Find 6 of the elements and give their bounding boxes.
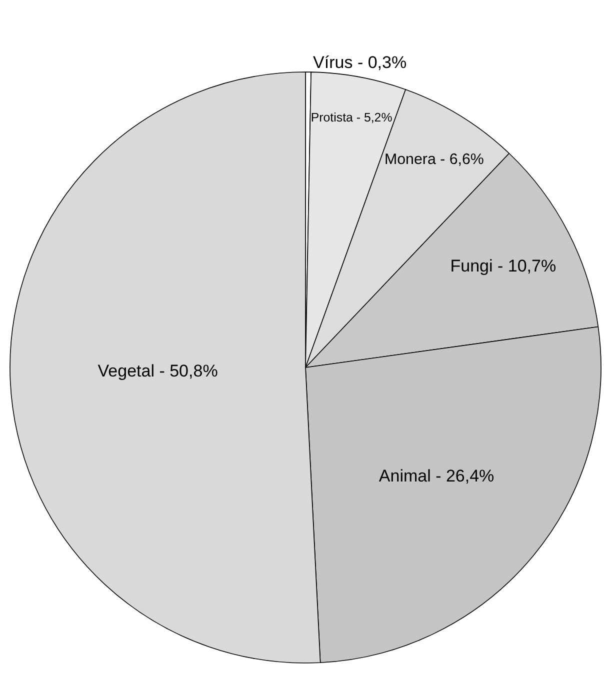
slice-label: Vírus - 0,3% [313, 53, 407, 72]
slice-label: Animal - 26,4% [378, 466, 494, 486]
slice-label: Monera - 6,6% [384, 150, 484, 168]
slice-label: Protista - 5,2% [310, 110, 392, 125]
slice-label: Fungi - 10,7% [450, 256, 556, 276]
slice-label: Vegetal - 50,8% [98, 362, 218, 381]
